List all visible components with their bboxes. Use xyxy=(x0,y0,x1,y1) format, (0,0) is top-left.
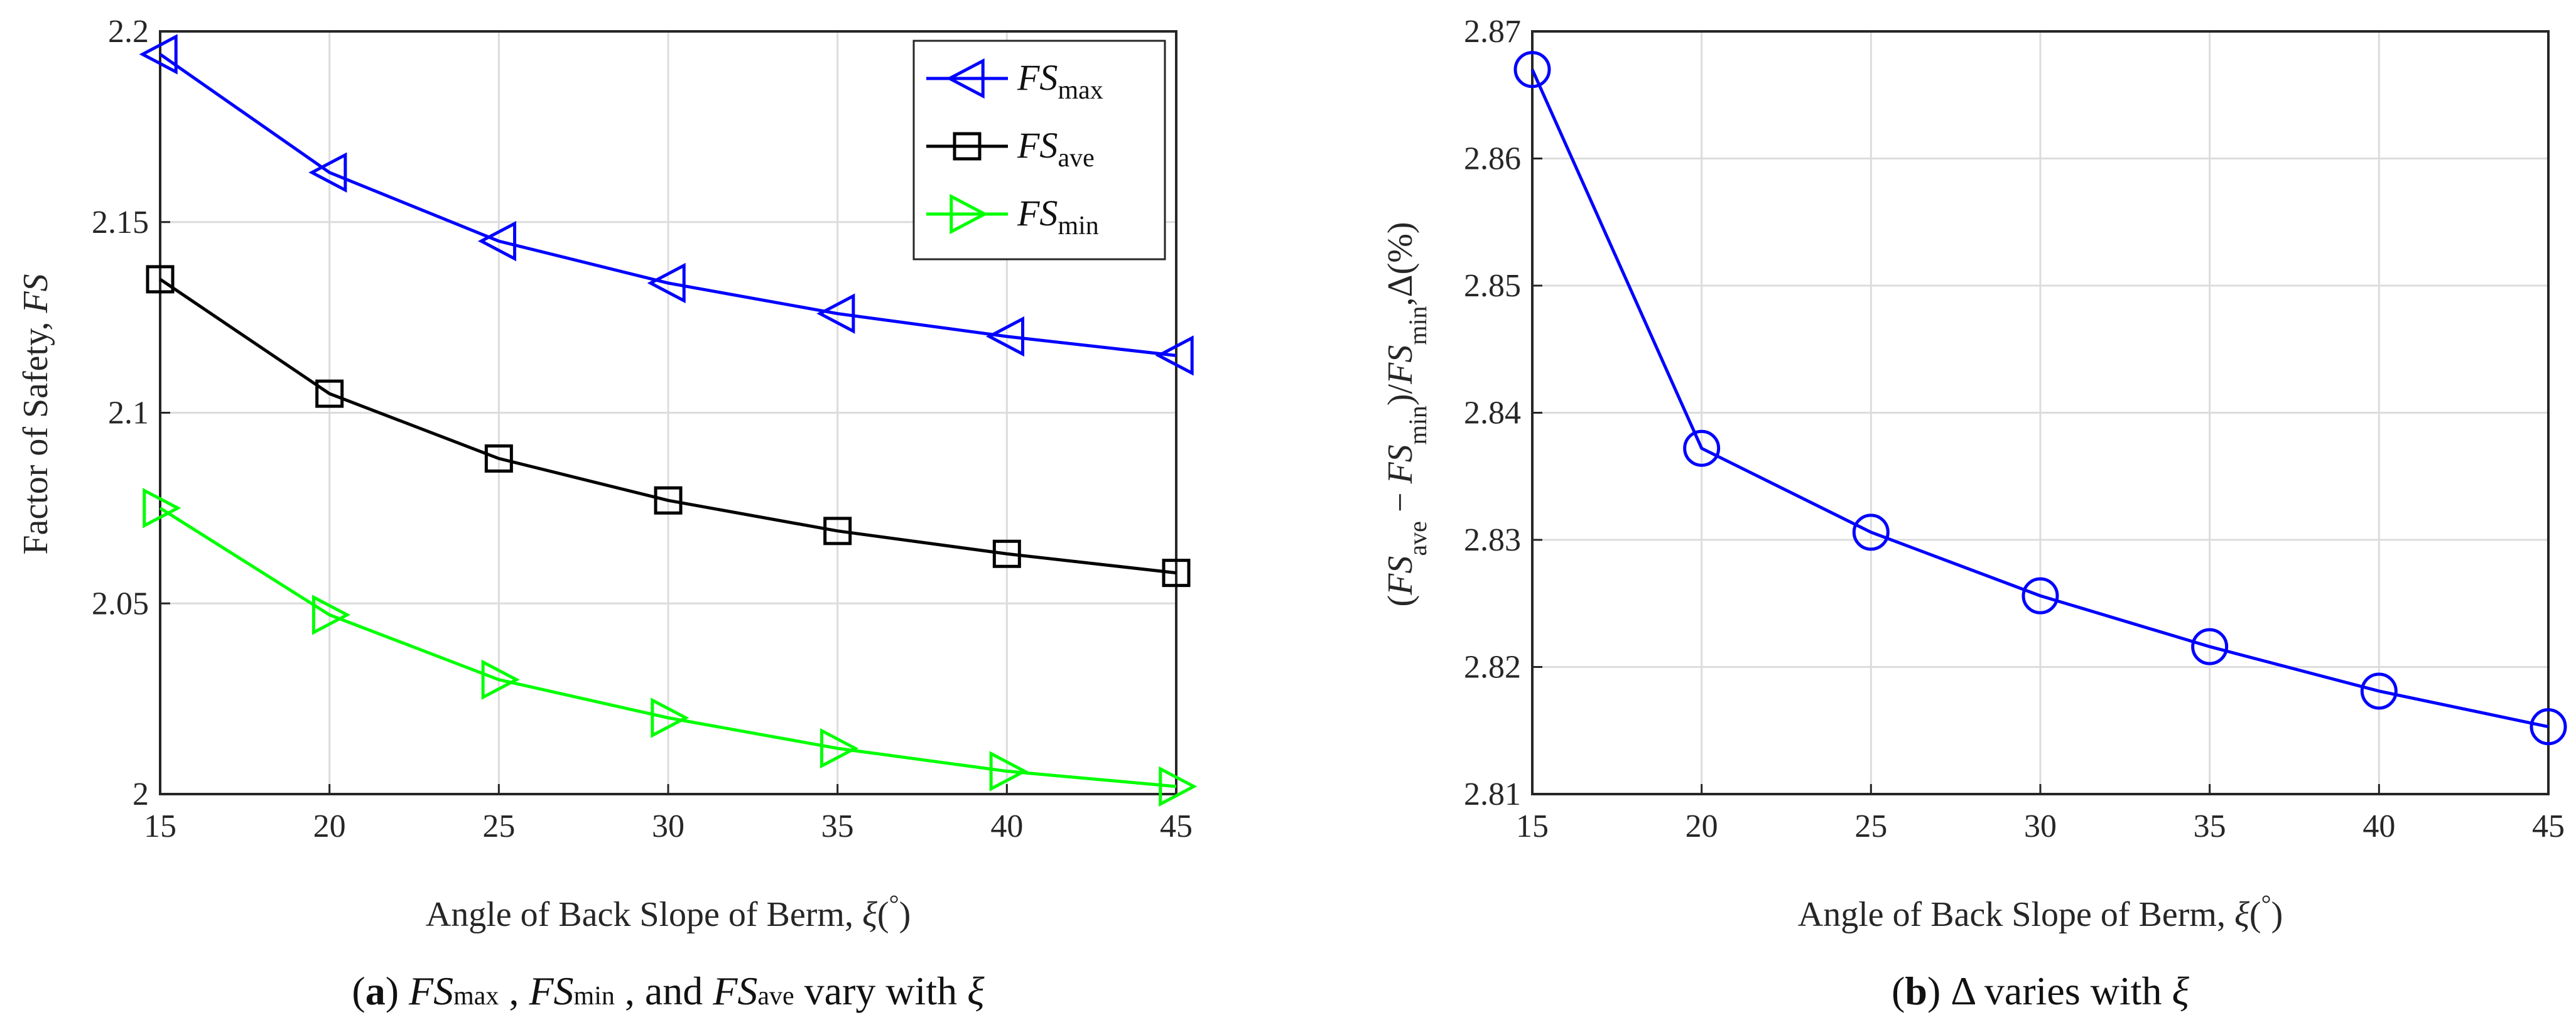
y-axis-label-b: (FSave − FSmin)/FSmin,Δ(%) xyxy=(1381,222,1432,606)
legend-marker-FS_max xyxy=(946,58,985,99)
x-tick-label-b: 35 xyxy=(2194,809,2226,844)
grid-b xyxy=(1532,31,2548,794)
data-point-FS_max-35 xyxy=(816,293,855,334)
x-tick-label-a: 40 xyxy=(990,809,1023,844)
legend-label-FS_max: FSmax xyxy=(1017,57,1103,105)
data-point-FS_ave-30 xyxy=(654,486,683,515)
legend-label-FS_ave: FSave xyxy=(1017,125,1095,173)
x-tick-label-b: 40 xyxy=(2362,809,2395,844)
y-tick-label-a: 2.2 xyxy=(108,14,149,50)
series-line-FS_ave xyxy=(159,277,1177,575)
data-point-FS_min-35 xyxy=(820,728,859,769)
y-tick-label-a: 2.1 xyxy=(108,395,149,431)
y-tick-label-b: 2.87 xyxy=(1464,14,1521,50)
data-point-Delta-30 xyxy=(2021,577,2059,615)
caption-b: (b) Δ varies with ξ xyxy=(1891,969,2189,1013)
x-tick-label-a: 15 xyxy=(144,809,176,844)
ticks-a: 15 20 25 30 35 40 45 2 2.05 2.1 2.15 2.2 xyxy=(92,14,1193,844)
data-point-FS_min-40 xyxy=(989,751,1028,792)
chart-panel-b: 15 20 25 30 35 40 45 2.81 2.82 2.83 2.84 2.85 2.86 2.… xyxy=(1381,14,2567,935)
data-point-FS_ave-20 xyxy=(315,379,344,408)
data-point-FS_ave-35 xyxy=(823,517,852,546)
x-tick-label-a: 35 xyxy=(821,809,854,844)
x-tick-label-b: 20 xyxy=(1686,809,1718,844)
data-point-FS_ave-15 xyxy=(146,265,175,294)
series-line-Delta xyxy=(1530,68,2549,729)
series-a xyxy=(139,34,1198,807)
legend-marker-FS_ave xyxy=(953,132,982,161)
data-point-FS_ave-45 xyxy=(1162,559,1191,588)
x-tick-label-b: 30 xyxy=(2024,809,2057,844)
data-point-Delta-35 xyxy=(2191,628,2229,665)
y-tick-label-b: 2.86 xyxy=(1464,141,1521,177)
x-axis-label-a: Angle of Back Slope of Berm, ξ(°) xyxy=(426,890,911,935)
legend-a: FSmax FSave FSmin xyxy=(912,40,1166,261)
data-point-FS_max-25 xyxy=(477,220,517,262)
y-axis-label-a-text: Factor of Safety, xyxy=(16,313,55,555)
series-line-FS_max xyxy=(159,53,1177,357)
x-tick-label-a: 25 xyxy=(482,809,515,844)
caption-a: (a) FSmax , FSmin , and FSave vary with … xyxy=(352,969,985,1013)
data-point-FS_ave-25 xyxy=(484,444,513,473)
x-tick-label-b: 25 xyxy=(1854,809,1887,844)
series-line-FS_min xyxy=(159,507,1177,788)
data-point-FS_max-40 xyxy=(985,316,1025,357)
y-tick-label-a: 2 xyxy=(133,777,149,812)
x-tick-label-b: 45 xyxy=(2532,809,2565,844)
data-point-Delta-45 xyxy=(2530,708,2567,746)
data-point-FS_max-15 xyxy=(139,34,178,75)
y-axis-label-a: Factor of Safety, FS xyxy=(16,274,55,554)
y-tick-label-b: 2.85 xyxy=(1464,268,1521,304)
data-point-FS_min-20 xyxy=(311,594,351,635)
x-tick-label-a: 20 xyxy=(313,809,346,844)
ticks-b: 15 20 25 30 35 40 45 2.81 2.82 2.83 2.84 2.85 2.86 2.… xyxy=(1464,14,2565,844)
data-point-FS_min-30 xyxy=(651,697,690,738)
data-point-FS_ave-40 xyxy=(992,539,1021,568)
y-tick-label-b: 2.81 xyxy=(1464,777,1521,812)
y-tick-label-b: 2.83 xyxy=(1464,522,1521,558)
x-tick-label-a: 30 xyxy=(652,809,685,844)
y-tick-label-a: 2.05 xyxy=(92,586,149,621)
y-tick-label-b: 2.82 xyxy=(1464,650,1521,685)
data-point-FS_max-30 xyxy=(647,262,686,304)
series-b xyxy=(1513,51,2567,746)
legend-label-FS_min: FSmin xyxy=(1017,193,1099,240)
x-tick-label-b: 15 xyxy=(1516,809,1549,844)
legend-marker-FS_min xyxy=(950,193,988,235)
chart-panel-a: 15 20 25 30 35 40 45 2 2.05 2.1 2.15 2.2 Factor of … xyxy=(16,14,1198,935)
data-point-FS_max-20 xyxy=(308,152,347,193)
y-tick-label-b: 2.84 xyxy=(1464,395,1521,431)
data-point-Delta-15 xyxy=(1513,51,1551,89)
data-point-Delta-40 xyxy=(2360,672,2398,710)
data-point-FS_min-15 xyxy=(143,488,181,529)
y-tick-label-a: 2.15 xyxy=(92,205,149,240)
data-point-FS_min-25 xyxy=(481,659,520,700)
data-point-Delta-25 xyxy=(1852,513,1890,551)
x-axis-label-b: Angle of Back Slope of Berm, ξ(°) xyxy=(1798,890,2283,935)
data-point-FS_max-45 xyxy=(1155,335,1194,376)
data-point-FS_min-45 xyxy=(1159,766,1198,807)
x-tick-label-a: 45 xyxy=(1160,809,1193,844)
data-point-Delta-20 xyxy=(1683,429,1721,467)
